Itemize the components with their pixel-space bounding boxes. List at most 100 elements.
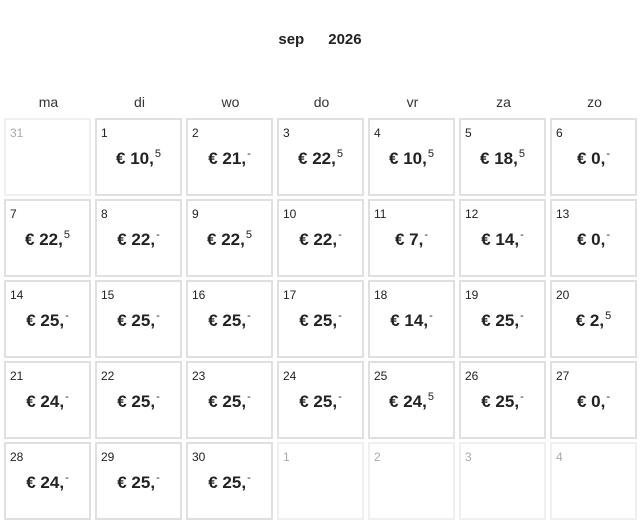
price-cents: -	[156, 391, 160, 403]
day-cell[interactable]: 18 € 14,-	[368, 280, 455, 358]
day-price: € 24,-	[6, 391, 89, 412]
price-cents: -	[424, 229, 429, 241]
day-price: € 10,5	[97, 148, 180, 169]
day-cell[interactable]: 4 € 10,5	[368, 118, 455, 196]
day-cell-outside-month: 3	[459, 442, 546, 520]
price-cents: -	[247, 472, 251, 484]
day-cell[interactable]: 22 € 25,-	[95, 361, 182, 439]
day-number: 19	[465, 288, 479, 302]
price-cents: 5	[336, 148, 343, 160]
price-main: € 25,	[208, 311, 247, 330]
day-number: 20	[556, 288, 570, 302]
price-main: € 25,	[208, 473, 247, 492]
price-cents: 5	[427, 148, 434, 160]
day-number: 12	[465, 207, 479, 221]
day-number: 31	[10, 126, 24, 140]
day-cell[interactable]: 17 € 25,-	[277, 280, 364, 358]
day-cell[interactable]: 7 € 22,5	[4, 199, 91, 277]
day-price: € 22,5	[279, 148, 362, 169]
day-cell[interactable]: 5 € 18,5	[459, 118, 546, 196]
day-number: 3	[465, 450, 472, 464]
day-cell[interactable]: 29 € 25,-	[95, 442, 182, 520]
day-cell-outside-month: 31	[4, 118, 91, 196]
day-cell[interactable]: 13 € 0,-	[550, 199, 637, 277]
day-cell[interactable]: 8 € 22,-	[95, 199, 182, 277]
day-cell[interactable]: 14 € 25,-	[4, 280, 91, 358]
price-main: € 25,	[481, 392, 520, 411]
day-cell[interactable]: 20 € 2,5	[550, 280, 637, 358]
price-main: € 21,	[208, 149, 247, 168]
day-cell[interactable]: 16 € 25,-	[186, 280, 273, 358]
price-main: € 22,	[207, 230, 245, 249]
day-price: € 2,5	[552, 310, 635, 331]
day-cell[interactable]: 6 € 0,-	[550, 118, 637, 196]
price-cents: -	[338, 229, 342, 241]
day-price: € 25,-	[97, 310, 180, 331]
price-cents: -	[65, 472, 69, 484]
price-main: € 22,	[298, 149, 336, 168]
day-price: € 22,5	[188, 229, 271, 250]
day-cell[interactable]: 2 € 21,-	[186, 118, 273, 196]
day-number: 18	[374, 288, 388, 302]
day-cell[interactable]: 11 € 7,-	[368, 199, 455, 277]
day-price: € 25,-	[188, 391, 271, 412]
price-cents: -	[520, 310, 524, 322]
price-main: € 25,	[208, 392, 247, 411]
price-main: € 10,	[116, 149, 154, 168]
day-cell[interactable]: 24 € 25,-	[277, 361, 364, 439]
day-cell[interactable]: 15 € 25,-	[95, 280, 182, 358]
day-price: € 25,-	[188, 472, 271, 493]
day-cell[interactable]: 1 € 10,5	[95, 118, 182, 196]
day-number: 7	[10, 207, 17, 221]
price-cents: -	[156, 310, 160, 322]
day-price: € 25,-	[279, 391, 362, 412]
year-label: 2026	[328, 31, 362, 48]
day-price: € 25,-	[6, 310, 89, 331]
day-price: € 22,-	[279, 229, 362, 250]
price-main: € 14,	[390, 311, 429, 330]
day-number: 16	[192, 288, 206, 302]
day-cell[interactable]: 12 € 14,-	[459, 199, 546, 277]
weekday-label: vr	[406, 94, 419, 110]
price-cents: -	[156, 229, 160, 241]
day-cell[interactable]: 21 € 24,-	[4, 361, 91, 439]
day-cell[interactable]: 25 € 24,5	[368, 361, 455, 439]
day-price: € 25,-	[97, 472, 180, 493]
day-number: 13	[556, 207, 570, 221]
day-cell[interactable]: 23 € 25,-	[186, 361, 273, 439]
day-number: 21	[10, 369, 24, 383]
price-main: € 0,	[576, 230, 606, 249]
day-price: € 25,-	[188, 310, 271, 331]
price-cents: -	[156, 472, 160, 484]
price-main: € 2,	[575, 311, 605, 330]
day-price: € 25,-	[279, 310, 362, 331]
day-cell[interactable]: 28 € 24,-	[4, 442, 91, 520]
day-number: 6	[556, 126, 563, 140]
price-main: € 24,	[389, 392, 427, 411]
month-label: sep	[278, 31, 305, 48]
day-price: € 21,-	[188, 148, 271, 169]
day-cell[interactable]: 3 € 22,5	[277, 118, 364, 196]
weekday-label: ma	[38, 94, 59, 110]
day-price: € 22,5	[6, 229, 89, 250]
day-price: € 25,-	[461, 391, 544, 412]
day-price: € 24,-	[6, 472, 89, 493]
price-cents: 5	[518, 148, 525, 160]
day-number: 14	[10, 288, 24, 302]
day-number: 9	[192, 207, 199, 221]
day-cell[interactable]: 10 € 22,-	[277, 199, 364, 277]
weekday-label: do	[313, 94, 330, 110]
price-main: € 25,	[117, 473, 156, 492]
day-cell[interactable]: 26 € 25,-	[459, 361, 546, 439]
price-main: € 25,	[299, 311, 338, 330]
price-main: € 22,	[25, 230, 63, 249]
day-number: 30	[192, 450, 206, 464]
weekday-label: zo	[587, 94, 602, 110]
day-cell[interactable]: 9 € 22,5	[186, 199, 273, 277]
day-number: 25	[374, 369, 388, 383]
day-cell[interactable]: 30 € 25,-	[186, 442, 273, 520]
price-cents: -	[65, 310, 69, 322]
price-cents: -	[606, 148, 611, 160]
day-cell[interactable]: 27 € 0,-	[550, 361, 637, 439]
day-cell[interactable]: 19 € 25,-	[459, 280, 546, 358]
